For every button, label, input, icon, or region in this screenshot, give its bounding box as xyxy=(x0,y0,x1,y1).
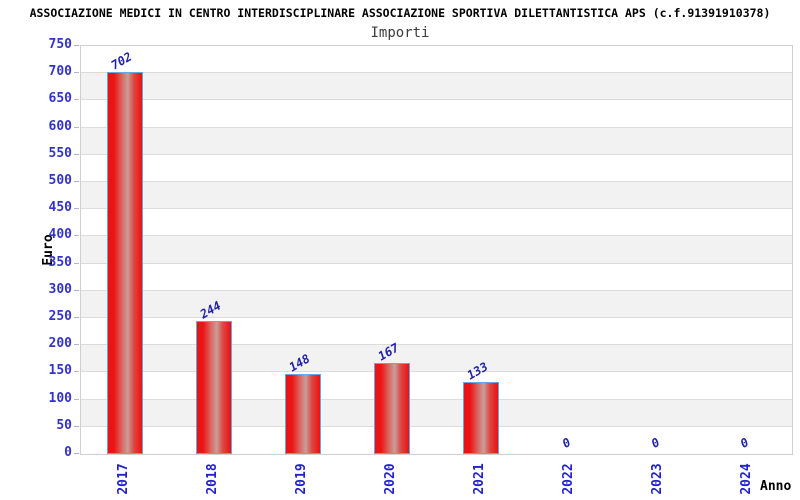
plot-band xyxy=(81,127,792,155)
plot-band xyxy=(81,399,792,427)
plot-band xyxy=(81,290,792,318)
y-tick-label-200: 200 xyxy=(48,336,72,352)
y-tick-label-400: 400 xyxy=(48,227,72,243)
plot-band xyxy=(81,236,792,264)
plot-band xyxy=(81,154,792,182)
y-tick-mark xyxy=(74,425,79,427)
x-axis-title: Anno xyxy=(760,479,792,494)
gridline xyxy=(81,425,792,427)
bar-2020 xyxy=(374,363,411,454)
plot-band xyxy=(81,318,792,346)
x-tick-label-2024: 2024 xyxy=(738,463,754,495)
gridline xyxy=(81,153,792,155)
x-tick-label-2019: 2019 xyxy=(294,463,310,495)
y-tick-mark xyxy=(74,153,79,155)
y-tick-label-50: 50 xyxy=(56,417,72,433)
x-tick-label-2017: 2017 xyxy=(116,463,132,495)
y-tick-label-0: 0 xyxy=(64,445,72,460)
x-tick-label-2018: 2018 xyxy=(205,463,221,495)
plot-band xyxy=(81,46,792,74)
gridline xyxy=(81,208,792,210)
y-tick-mark xyxy=(74,289,79,291)
y-tick-mark xyxy=(74,45,79,46)
plot-band xyxy=(81,209,792,237)
y-tick-label-150: 150 xyxy=(48,363,72,379)
gridline xyxy=(81,344,792,346)
gridline xyxy=(81,181,792,182)
bar-2017 xyxy=(107,72,144,454)
gridline xyxy=(81,99,792,101)
plot-band xyxy=(81,263,792,291)
y-tick-label-700: 700 xyxy=(48,64,72,80)
y-tick-mark xyxy=(74,453,79,454)
chart-title: ASSOCIAZIONE MEDICI IN CENTRO INTERDISCI… xyxy=(29,6,771,20)
y-tick-mark xyxy=(74,181,79,182)
y-tick-mark xyxy=(74,99,79,101)
y-tick-mark xyxy=(74,344,79,346)
y-tick-mark xyxy=(74,72,79,74)
plot-band xyxy=(81,100,792,128)
y-tick-label-600: 600 xyxy=(48,118,72,134)
plot-area: 702 244 148 167 133 0 0 0 xyxy=(80,45,793,455)
gridline xyxy=(81,371,792,373)
chart-subtitle: Importi xyxy=(370,25,430,41)
y-tick-label-450: 450 xyxy=(48,200,72,216)
gridline xyxy=(81,262,792,264)
y-tick-mark xyxy=(74,235,79,237)
bar-2019 xyxy=(285,373,322,454)
x-tick-label-2020: 2020 xyxy=(383,463,399,495)
bar-2018 xyxy=(196,321,233,454)
bar-2021 xyxy=(462,381,499,454)
gridline xyxy=(81,126,792,128)
y-tick-mark xyxy=(74,126,79,128)
plot-band xyxy=(81,73,792,101)
gridline xyxy=(81,317,792,318)
x-tick-label-2022: 2022 xyxy=(560,463,576,495)
y-tick-label-300: 300 xyxy=(48,281,72,297)
y-tick-label-650: 650 xyxy=(48,91,72,107)
x-tick-label-2023: 2023 xyxy=(649,463,665,495)
plot-band xyxy=(81,182,792,210)
y-tick-mark xyxy=(74,317,79,318)
y-tick-label-350: 350 xyxy=(48,254,72,270)
gridline xyxy=(81,289,792,291)
y-tick-label-550: 550 xyxy=(48,145,72,161)
gridline xyxy=(81,235,792,237)
plot-band xyxy=(81,372,792,400)
y-tick-label-500: 500 xyxy=(48,173,72,188)
y-tick-label-750: 750 xyxy=(48,37,72,52)
y-tick-mark xyxy=(74,208,79,210)
gridline xyxy=(81,72,792,74)
y-tick-label-250: 250 xyxy=(48,309,72,324)
y-tick-label-100: 100 xyxy=(48,390,72,406)
plot-band xyxy=(81,426,792,454)
y-tick-mark xyxy=(74,262,79,264)
plot-band xyxy=(81,345,792,373)
gridline xyxy=(81,398,792,400)
y-tick-mark xyxy=(74,371,79,373)
x-tick-label-2021: 2021 xyxy=(471,463,487,495)
y-tick-mark xyxy=(74,398,79,400)
